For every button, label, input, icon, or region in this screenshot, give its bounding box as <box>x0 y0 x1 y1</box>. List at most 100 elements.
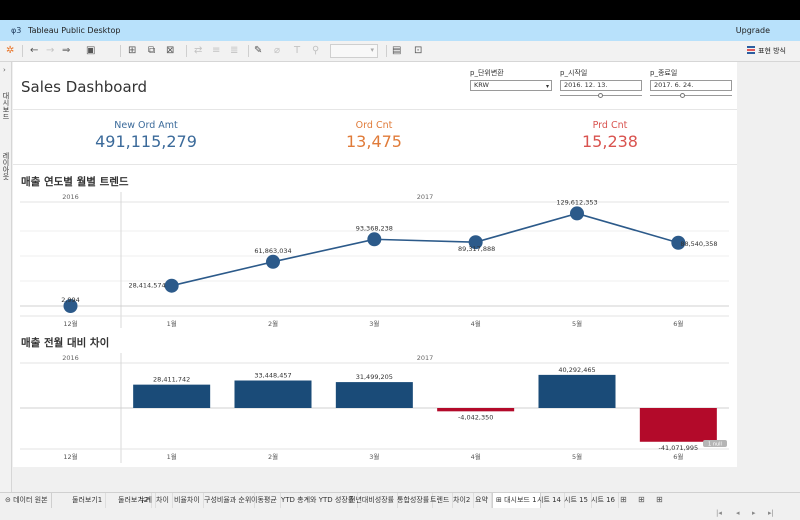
param-end-input[interactable]: 2017. 6. 24. <box>650 80 732 91</box>
kpi-new-ord-amt: New Ord Amt 491,115,279 <box>26 120 266 151</box>
slider-track <box>650 95 732 96</box>
sheet-tab[interactable]: 요약 <box>472 493 492 508</box>
slider-thumb[interactable] <box>598 93 603 98</box>
data-label: 93,368,238 <box>356 224 393 232</box>
expand-panel-icon[interactable]: › <box>3 66 6 74</box>
data-bar <box>639 408 717 442</box>
show-cards-icon[interactable]: ▤ <box>392 45 402 56</box>
show-me-button[interactable]: 표현 방식 <box>747 46 786 56</box>
sheet-tab[interactable]: 차이2 <box>450 493 475 508</box>
sheet-tab[interactable]: ⊞ 대시보드 1 <box>492 493 541 508</box>
kpi-value: 15,238 <box>582 132 638 151</box>
back-icon[interactable]: ← <box>30 45 39 56</box>
upgrade-link[interactable]: Upgrade <box>735 26 770 35</box>
x-tick-label: 12월 <box>63 319 77 328</box>
group-icon[interactable]: ⌀ <box>274 45 281 56</box>
fit-combo[interactable]: ▾ <box>330 44 378 58</box>
presentation-icon[interactable]: ⊡ <box>414 45 423 56</box>
kpi-ord-cnt: Ord Cnt 13,475 <box>254 120 494 151</box>
swap-icon[interactable]: ⇄ <box>194 45 203 56</box>
data-bar <box>234 380 312 408</box>
sheet-tab[interactable]: 시트 14 <box>534 493 566 508</box>
param-start-value: 2016. 12. 13. <box>564 81 608 89</box>
toolbar-divider <box>22 45 23 57</box>
duplicate-sheet-icon[interactable]: ⧉ <box>148 45 156 56</box>
label-icon[interactable]: T <box>294 45 301 56</box>
fix-axes-icon[interactable]: ⚲ <box>312 45 320 56</box>
tab-dashboard[interactable]: 대시보드 <box>2 92 10 120</box>
tab-datasource[interactable]: ⊝ 데이터 원본 <box>2 493 52 508</box>
data-point <box>671 235 686 250</box>
tab-label: 구성비율과 순위 <box>204 496 252 504</box>
tab-label: 시트 16 <box>591 496 616 504</box>
tab-label: YTD 총계와 YTD 성장률 <box>281 496 355 504</box>
sheet-tab[interactable]: 전년대비성장률 <box>346 493 399 508</box>
divider <box>13 109 737 110</box>
year-header: 2017 <box>417 193 434 201</box>
next-sheet-icon[interactable]: ▸ <box>752 509 756 517</box>
param-start-input[interactable]: 2016. 12. 13. <box>560 80 642 91</box>
sheet-tab[interactable]: 트렌드 <box>427 493 454 508</box>
sheet-tab[interactable]: 통합성장률 <box>394 493 434 508</box>
param-unit-value: KRW <box>474 81 489 89</box>
tab-label: 데이터 원본 <box>13 496 48 504</box>
tab-label: 전년대비성장률 <box>349 496 395 504</box>
kpi-value: 491,115,279 <box>95 132 197 151</box>
highlight-icon[interactable]: ✎ <box>254 45 263 56</box>
show-me-label: 표현 방식 <box>758 47 786 55</box>
data-point <box>266 254 280 269</box>
data-point <box>63 298 78 313</box>
x-tick-label: 1월 <box>167 452 177 461</box>
data-label: 28,411,742 <box>153 376 190 384</box>
x-tick-label: 3월 <box>369 319 379 328</box>
prev-sheet-icon[interactable]: ◂ <box>736 509 740 517</box>
sheet-tab[interactable]: 둘러보기1 <box>69 493 107 508</box>
clear-sheet-icon[interactable]: ⊠ <box>166 45 175 56</box>
forward-icon[interactable]: → <box>46 45 55 56</box>
new-dashboard-icon[interactable]: ⊞ <box>638 495 645 504</box>
sheet-tab[interactable]: 시트 15 <box>561 493 593 508</box>
sheet-tab[interactable]: 구성비율과 순위 <box>201 493 256 508</box>
param-start-label: p_시작일 <box>560 69 588 77</box>
new-sheet-icon[interactable]: ⊞ <box>620 495 627 504</box>
param-unit: p_단위변환 KRW ▾ <box>470 68 552 91</box>
sheet-tab[interactable]: 차이 <box>153 493 173 508</box>
kpi-prd-cnt: Prd Cnt 15,238 <box>490 120 730 151</box>
sheet-tab[interactable]: 둘러보기2 <box>115 493 153 508</box>
param-unit-select[interactable]: KRW ▾ <box>470 80 552 91</box>
new-story-icon[interactable]: ⊞ <box>656 495 663 504</box>
sheet-tab[interactable]: 누계 <box>136 493 156 508</box>
sort-asc-icon[interactable]: ≡ <box>212 45 221 56</box>
save-icon[interactable]: ▣ <box>86 45 96 56</box>
new-datasource-icon[interactable]: ⊞ <box>128 45 137 56</box>
tab-label: 이동평균 <box>251 496 277 504</box>
toolbar-divider <box>386 45 387 57</box>
last-sheet-icon[interactable]: ▸| <box>768 509 774 517</box>
x-tick-label: 12월 <box>63 452 77 461</box>
first-sheet-icon[interactable]: |◂ <box>716 509 722 517</box>
redo-icon[interactable]: ⇒ <box>62 45 71 56</box>
sheet-tab[interactable]: 비율차이 <box>171 493 204 508</box>
tab-layout[interactable]: 레이아웃 <box>2 152 10 180</box>
tableau-logo-icon[interactable]: ✲ <box>6 45 15 56</box>
data-bar <box>335 382 413 408</box>
slider-thumb[interactable] <box>680 93 685 98</box>
year-header: 2017 <box>417 354 434 362</box>
data-label: 31,499,205 <box>356 373 393 381</box>
param-start-slider[interactable] <box>560 93 642 99</box>
tab-label: 대시보드 1 <box>504 496 537 504</box>
sheet-tab-bar: ⊝ 데이터 원본 둘러보기1 둘러보기2 누계 차이 비율차이 구성비율과 순위 이동평균 YT… <box>0 492 800 508</box>
bar-chart-title: 매출 전월 대비 차이 <box>21 337 110 349</box>
data-label: 88,540,358 <box>680 240 717 248</box>
sheet-tab[interactable]: 시트 16 <box>588 493 620 508</box>
data-point <box>367 232 382 247</box>
param-end-slider[interactable] <box>650 93 732 99</box>
dashboard-title: Sales Dashboard <box>21 78 148 96</box>
line-chart: 2016 2017 12월 1월 2월 3월 4월 5월 6월 2,994 28,414,574 61… <box>20 192 729 328</box>
year-header: 2016 <box>62 354 79 362</box>
x-tick-label: 3월 <box>369 452 379 461</box>
sheet-tab[interactable]: YTD 총계와 YTD 성장률 <box>278 493 359 508</box>
sort-desc-icon[interactable]: ≣ <box>230 45 239 56</box>
sheet-tab[interactable]: 이동평균 <box>248 493 281 508</box>
